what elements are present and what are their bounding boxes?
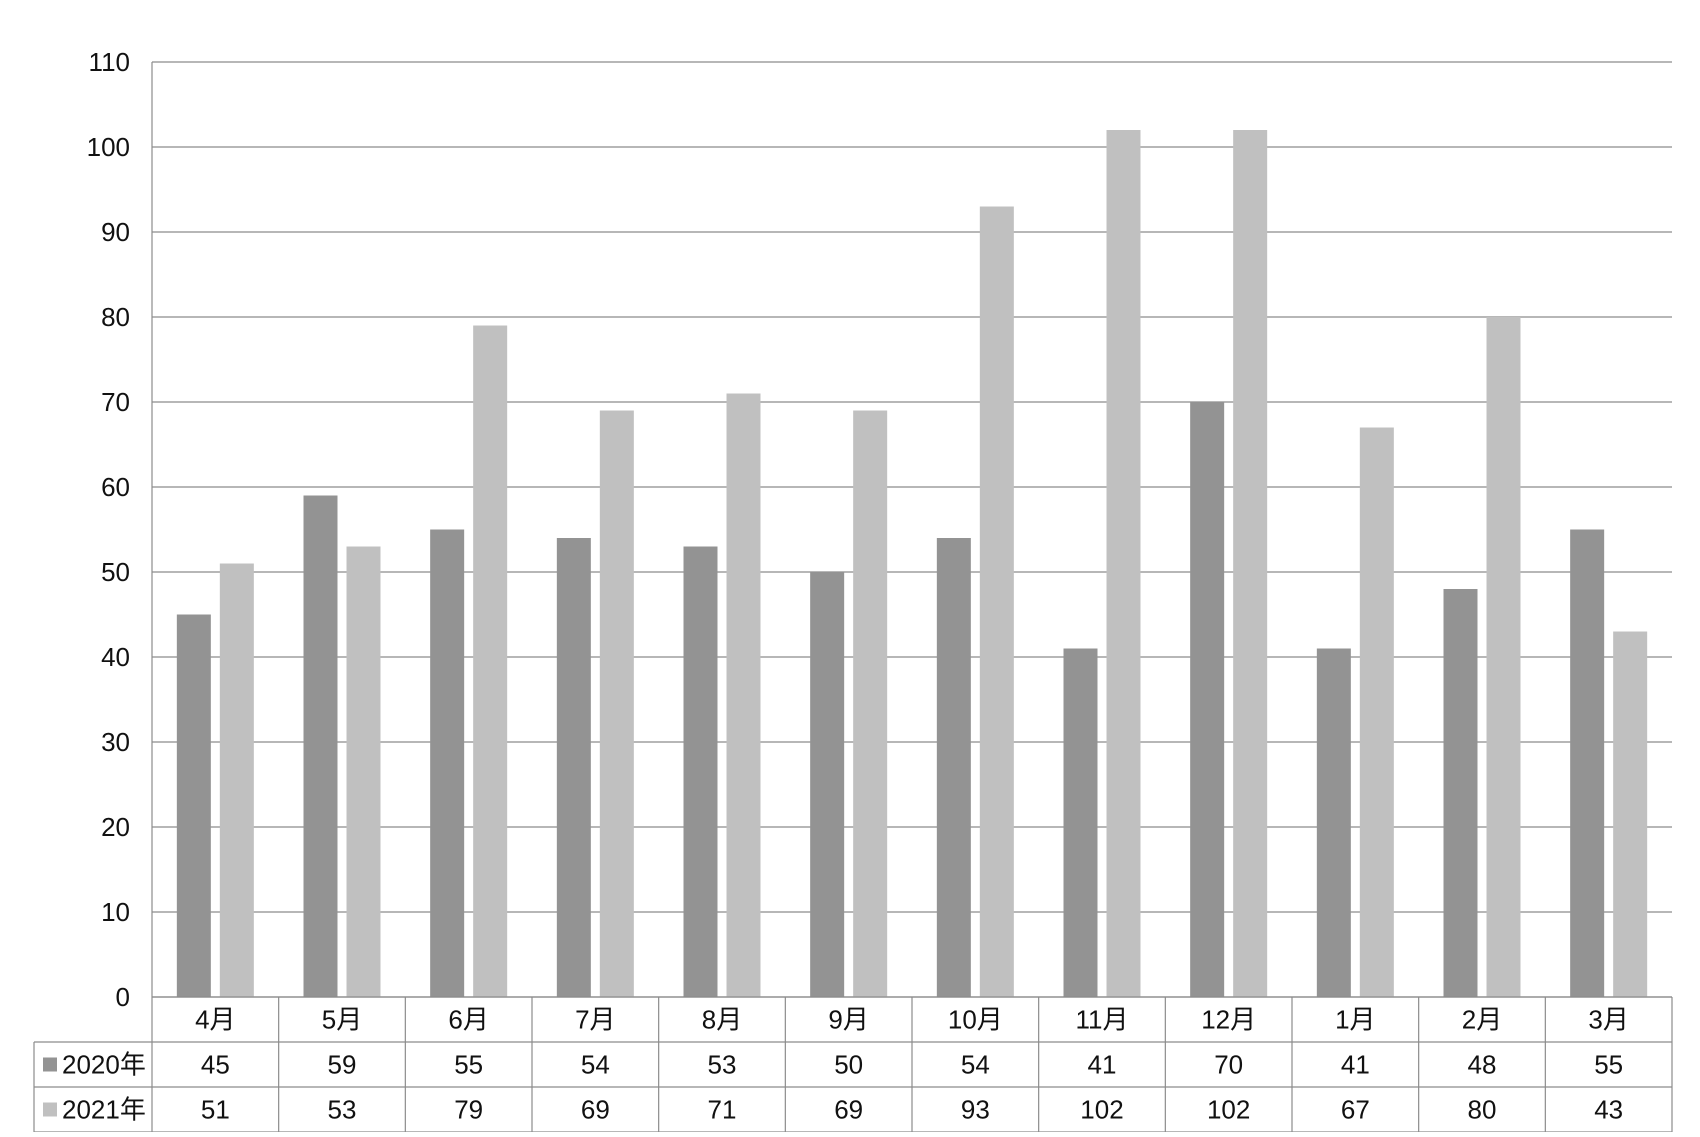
bar-1 <box>1570 529 1605 997</box>
y-tick-label: 40 <box>101 642 130 672</box>
bar-2 <box>599 410 634 997</box>
bar-2 <box>219 563 254 997</box>
bar-1 <box>303 495 338 997</box>
x-category-label: 3月 <box>1588 1005 1628 1035</box>
bar-1 <box>936 538 971 997</box>
bar-1 <box>810 572 845 997</box>
table-value: 51 <box>201 1095 230 1125</box>
y-tick-label: 90 <box>101 217 130 247</box>
table-value: 41 <box>1341 1050 1370 1080</box>
x-category-label: 4月 <box>195 1005 235 1035</box>
table-value: 69 <box>834 1095 863 1125</box>
table-value: 71 <box>708 1095 737 1125</box>
gridlines <box>152 61 1672 998</box>
bar-2 <box>346 546 381 997</box>
table-value: 93 <box>961 1095 990 1125</box>
x-category-label: 8月 <box>702 1005 742 1035</box>
table-value: 67 <box>1341 1095 1370 1125</box>
bar-2 <box>473 325 508 997</box>
table-value: 54 <box>581 1050 610 1080</box>
bar-2 <box>1233 130 1268 997</box>
bar-1 <box>1316 648 1351 997</box>
y-tick-label: 30 <box>101 727 130 757</box>
table-value: 102 <box>1080 1095 1123 1125</box>
table-value: 79 <box>454 1095 483 1125</box>
x-category-label: 1月 <box>1335 1005 1375 1035</box>
data-table: 4月 5月 6月 7月 8月 9月 10月 11月 12月 1月 2月 3月 2020年 45 59 55 54… <box>33 996 1673 1133</box>
table-value: 48 <box>1468 1050 1497 1080</box>
legend-label: 2021年 <box>62 1095 146 1125</box>
legend-swatch <box>43 1057 57 1072</box>
table-value: 55 <box>1594 1050 1623 1080</box>
x-category-label: 5月 <box>322 1005 362 1035</box>
bars <box>176 130 1648 997</box>
legend-swatch <box>43 1102 57 1117</box>
bar-2 <box>1486 317 1521 997</box>
y-axis: 0 10 20 30 40 50 60 70 80 90 100 110 <box>87 47 153 1012</box>
bar-1 <box>1190 402 1225 997</box>
legend-label: 2020年 <box>62 1050 146 1080</box>
y-tick-label: 50 <box>101 557 130 587</box>
bar-2 <box>1359 427 1394 997</box>
x-category-label: 10月 <box>948 1005 1003 1035</box>
y-tick-label: 100 <box>87 132 130 162</box>
table-value: 53 <box>708 1050 737 1080</box>
bar-2 <box>1106 130 1141 997</box>
bar-1 <box>1443 589 1478 997</box>
bar-2 <box>726 393 761 997</box>
bar-2 <box>853 410 888 997</box>
table-value: 43 <box>1594 1095 1623 1125</box>
table-value: 53 <box>328 1095 357 1125</box>
table-value: 54 <box>961 1050 990 1080</box>
x-category-label: 12月 <box>1201 1005 1256 1035</box>
table-value: 80 <box>1468 1095 1497 1125</box>
y-tick-label: 0 <box>116 982 130 1012</box>
x-category-label: 6月 <box>448 1005 488 1035</box>
x-category-label: 11月 <box>1076 1005 1129 1035</box>
table-value: 55 <box>454 1050 483 1080</box>
x-category-label: 7月 <box>575 1005 615 1035</box>
table-value: 41 <box>1088 1050 1117 1080</box>
bar-2 <box>979 206 1014 997</box>
y-tick-label: 80 <box>101 302 130 332</box>
bar-1 <box>1063 648 1098 997</box>
x-category-label: 9月 <box>828 1005 868 1035</box>
bar-1 <box>683 546 718 997</box>
bar-2 <box>1613 631 1648 997</box>
y-tick-label: 70 <box>101 387 130 417</box>
table-value: 59 <box>328 1050 357 1080</box>
bar-1 <box>176 614 211 997</box>
y-tick-label: 10 <box>101 897 130 927</box>
x-category-label: 2月 <box>1462 1005 1502 1035</box>
table-value: 69 <box>581 1095 610 1125</box>
y-tick-label: 20 <box>101 812 130 842</box>
bar-1 <box>430 529 465 997</box>
table-value: 102 <box>1207 1095 1250 1125</box>
y-tick-label: 60 <box>101 472 130 502</box>
y-tick-label: 110 <box>89 47 130 77</box>
table-value: 50 <box>834 1050 863 1080</box>
bar-1 <box>556 538 591 997</box>
table-value: 45 <box>201 1050 230 1080</box>
table-value: 70 <box>1214 1050 1243 1080</box>
